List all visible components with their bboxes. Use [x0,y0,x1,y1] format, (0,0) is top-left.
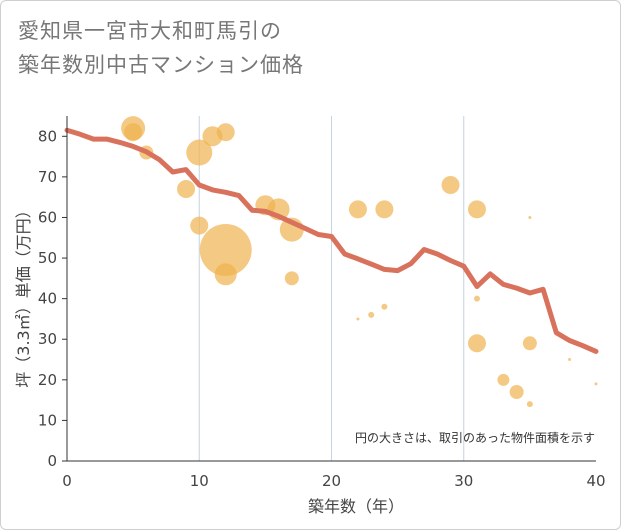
x-axis-label: 築年数（年） [308,497,404,516]
y-tick-label: 40 [38,290,57,308]
bubble-point [186,139,213,166]
x-tick-label: 40 [586,472,605,490]
x-tick-label: 10 [190,472,209,490]
bubble-point [594,382,598,386]
bubble-point [381,303,388,310]
x-tick-label: 30 [454,472,473,490]
y-axis-label: 坪（3.3㎡）単価（万円） [14,202,33,387]
bubble-point [473,295,480,302]
bubble-point [199,223,252,276]
bubble-size-note: 円の大きさは、取引のあった物件面積を示す [355,430,595,445]
bubble-point [177,180,196,199]
title-line-2: 築年数別中古マンション価格 [18,53,304,77]
bubble-point [568,358,572,362]
y-tick-label: 30 [38,330,57,348]
y-tick-label: 80 [38,127,57,145]
chart-title: 愛知県一宮市大和町馬引の 築年数別中古マンション価格 [18,14,304,82]
x-tick-label: 20 [322,472,341,490]
y-tick-label: 0 [47,452,57,470]
y-tick-label: 60 [38,208,57,226]
y-tick-label: 20 [38,371,57,389]
bubble-point [497,373,510,386]
y-tick-label: 50 [38,249,57,267]
bubble-point [124,123,143,142]
x-tick-labels: 0 10 20 30 40 [62,472,605,490]
x-tick-label: 0 [62,472,72,490]
bubble-point [528,215,532,219]
bubble-point [526,401,533,408]
bubble-series [121,116,598,408]
bubble-point [284,271,299,286]
title-line-1: 愛知県一宮市大和町馬引の [18,19,282,43]
grid-lines [198,116,465,461]
bubble-point [190,216,209,235]
bubble-point [348,200,367,219]
bubble-point [509,385,524,399]
y-tick-label: 10 [38,411,57,429]
bubble-point [467,200,486,219]
bubble-point [368,311,375,318]
bubble-point [467,334,486,353]
y-tick-label: 70 [38,168,57,186]
bubble-point [522,336,537,351]
y-tick-labels: 0 10 20 30 40 50 60 70 80 [38,127,57,470]
bubble-point [214,263,237,286]
average-price-line [64,127,599,354]
bubble-point [441,176,460,194]
bubble-point [216,123,235,142]
axes [62,116,596,462]
bubble-point [375,200,394,219]
bubble-point [356,317,360,321]
